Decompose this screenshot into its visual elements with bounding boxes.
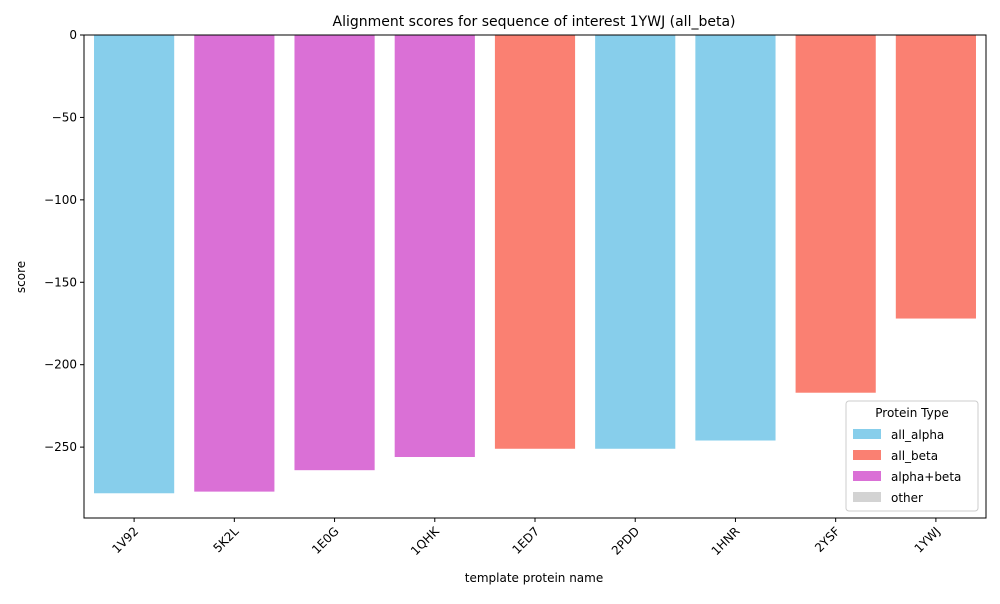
legend-title: Protein Type	[875, 406, 948, 420]
bar-1e0g	[294, 35, 375, 471]
y-tick-label: −250	[44, 440, 77, 454]
x-tick-label: 1HNR	[709, 524, 743, 558]
x-axis-label: template protein name	[465, 571, 604, 585]
y-tick-label: 0	[69, 28, 77, 42]
legend-label-other: other	[891, 491, 923, 505]
y-tick-label: −100	[44, 193, 77, 207]
x-tick-label: 2PDD	[609, 524, 642, 557]
bar-1hnr	[695, 35, 776, 441]
bar-2pdd	[595, 35, 676, 449]
bar-1ywj	[895, 35, 976, 319]
legend-label-alpha+beta: alpha+beta	[891, 470, 961, 484]
plot-frame	[83, 34, 987, 519]
bars-layer	[94, 35, 976, 494]
bar-2ysf	[795, 35, 876, 393]
legend-label-all_alpha: all_alpha	[891, 428, 944, 442]
y-tick-label: −150	[44, 275, 77, 289]
x-tick-label: 1ED7	[510, 524, 543, 557]
x-tick-label: 2YSF	[812, 524, 843, 555]
legend-swatch-all_alpha	[853, 429, 881, 439]
x-tick-label: 5K2L	[210, 524, 241, 555]
bar-1qhk	[394, 35, 475, 458]
x-tick-label: 1V92	[109, 524, 141, 556]
y-tick-label: −50	[52, 110, 77, 124]
legend-swatch-all_beta	[853, 450, 881, 460]
x-tick-label: 1QHK	[408, 523, 443, 558]
bar-1v92	[94, 35, 175, 494]
bar-1ed7	[494, 35, 576, 449]
legend: Protein Type all_alpha all_beta alpha+beta o…	[845, 400, 979, 512]
legend-swatch-alpha+beta	[853, 471, 881, 481]
legend-swatch-other	[853, 492, 881, 502]
legend-label-all_beta: all_beta	[891, 449, 938, 463]
legend-box	[845, 400, 979, 512]
chart-title: Alignment scores for sequence of interes…	[333, 14, 736, 30]
y-tick-label: −200	[44, 358, 77, 372]
y-axis-label: score	[14, 261, 28, 293]
x-tick-label: 1E0G	[309, 524, 342, 557]
x-tick-label: 1YWJ	[912, 524, 943, 555]
bar-5k2l	[194, 35, 275, 492]
